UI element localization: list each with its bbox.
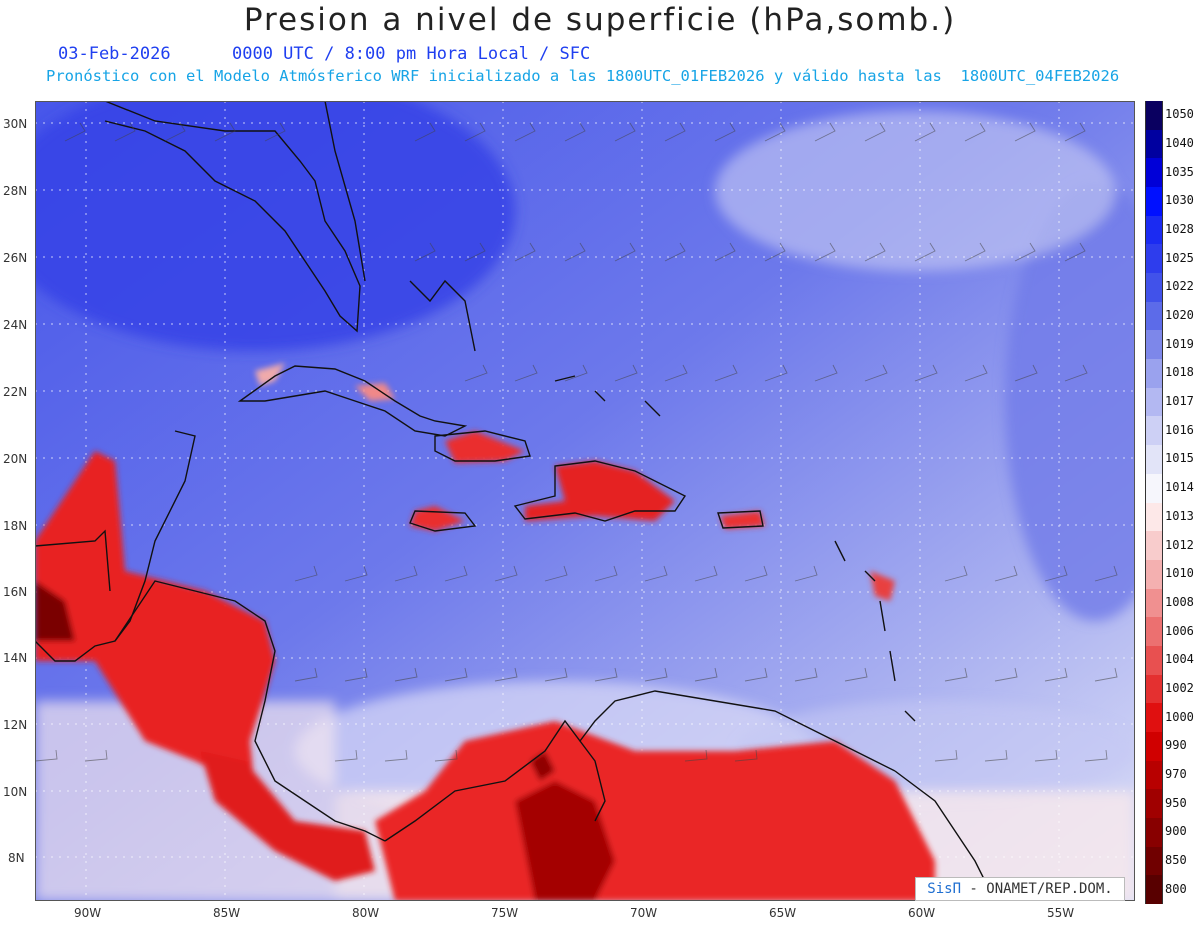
colorbar-swatch: [1145, 645, 1163, 676]
lat-label: 16N: [3, 585, 27, 599]
colorbar-swatch: [1145, 129, 1163, 159]
colorbar-label: 800: [1165, 881, 1187, 896]
colorbar-label: 850: [1165, 852, 1187, 867]
low-pressure-areas: [35, 363, 935, 901]
colorbar-label: 1006: [1165, 623, 1194, 638]
pressure-colorbar: 1050 1040 1035 1030 1028 1025 1022 1020 1019 1018…: [1145, 101, 1197, 905]
colorbar-swatch: [1145, 760, 1163, 790]
colorbar-label: 1002: [1165, 680, 1194, 695]
colorbar-label: 1020: [1165, 308, 1194, 323]
lon-label: 60W: [908, 906, 935, 920]
watermark-brand: SisΠ: [927, 881, 961, 897]
colorbar-swatch: [1145, 101, 1163, 131]
colorbar-label: 1004: [1165, 652, 1194, 667]
colorbar-label: 1008: [1165, 594, 1194, 609]
coastlines: [35, 101, 996, 901]
colorbar-label: 1013: [1165, 508, 1194, 523]
colorbar-swatch: [1145, 387, 1163, 417]
lat-label: 8N: [8, 851, 25, 865]
latitude-labels: 30N 28N 26N 24N 22N 20N 18N 16N 14N 12N …: [3, 117, 27, 865]
colorbar-label: 1019: [1165, 336, 1194, 351]
lon-label: 90W: [74, 906, 101, 920]
colorbar-label: 1018: [1165, 365, 1194, 380]
colorbar-label: 1050: [1165, 107, 1194, 122]
colorbar-label: 1016: [1165, 422, 1194, 437]
colorbar-label: 1035: [1165, 164, 1194, 179]
model-run-line: Pronóstico con el Modelo Atmósferico WRF…: [46, 67, 1120, 85]
colorbar-swatch: [1145, 330, 1163, 360]
colorbar-swatch: [1145, 445, 1163, 475]
colorbar-swatch: [1145, 703, 1163, 733]
lon-label: 55W: [1047, 906, 1074, 920]
lon-label: 75W: [491, 906, 518, 920]
colorbar-swatch: [1145, 301, 1163, 331]
lat-label: 22N: [3, 385, 27, 399]
map-title: Presion a nivel de superficie (hPa,somb.…: [243, 2, 957, 38]
colorbar-label: 1014: [1165, 480, 1194, 495]
colorbar-swatch: [1145, 158, 1163, 188]
colorbar-swatch: [1145, 187, 1163, 217]
map-frame: [35, 101, 1135, 901]
colorbar-swatch: [1145, 416, 1163, 446]
colorbar-label: 1030: [1165, 193, 1194, 208]
colorbar-label: 970: [1165, 766, 1187, 781]
colorbar-label: 1000: [1165, 709, 1194, 724]
lat-label: 20N: [3, 452, 27, 466]
lon-label: 65W: [769, 906, 796, 920]
colorbar-swatch: [1145, 215, 1163, 245]
colorbar-swatch: [1145, 617, 1163, 647]
lat-label: 14N: [3, 651, 27, 665]
lat-label: 30N: [3, 117, 27, 131]
lat-label: 26N: [3, 251, 27, 265]
longitude-labels: 90W 85W 80W 75W 70W 65W 60W 55W: [74, 906, 1074, 920]
wind-barbs: [35, 122, 1118, 762]
lon-label: 85W: [213, 906, 240, 920]
watermark-org: - ONAMET/REP.DOM.: [961, 881, 1113, 897]
colorbar-swatch: [1145, 244, 1163, 274]
colorbar-swatch: [1145, 846, 1163, 876]
colorbar-label: 1017: [1165, 394, 1194, 409]
colorbar-swatch: [1145, 473, 1163, 503]
colorbar-swatch: [1145, 502, 1163, 532]
pressure-map: [35, 101, 1135, 901]
colorbar-swatch: [1145, 817, 1163, 848]
colorbar-label: 900: [1165, 824, 1187, 839]
forecast-time-line: 03-Feb-2026 0000 UTC / 8:00 pm Hora Loca…: [58, 44, 591, 64]
colorbar-label: 1022: [1165, 279, 1194, 294]
colorbar-swatch: [1145, 531, 1163, 561]
watermark: SisΠ - ONAMET/REP.DOM.: [915, 877, 1125, 901]
lat-label: 28N: [3, 184, 27, 198]
colorbar-swatch: [1145, 731, 1163, 762]
colorbar-swatch: [1145, 674, 1163, 704]
colorbar-label: 1012: [1165, 537, 1194, 552]
colorbar-label: 1040: [1165, 136, 1194, 151]
lon-label: 70W: [630, 906, 657, 920]
colorbar-label: 1010: [1165, 566, 1194, 581]
colorbar-swatch: [1145, 875, 1163, 905]
lat-label: 12N: [3, 718, 27, 732]
colorbar-swatch: [1145, 588, 1163, 618]
colorbar-label: 1028: [1165, 222, 1194, 237]
colorbar-label: 1025: [1165, 250, 1194, 265]
lat-label: 24N: [3, 318, 27, 332]
colorbar-label: 990: [1165, 738, 1187, 753]
lat-label: 10N: [3, 785, 27, 799]
lat-label: 18N: [3, 519, 27, 533]
colorbar-swatch: [1145, 359, 1163, 389]
colorbar-swatch: [1145, 789, 1163, 819]
colorbar-label: 1015: [1165, 451, 1194, 466]
colorbar-swatch: [1145, 559, 1163, 590]
colorbar-label: 950: [1165, 795, 1187, 810]
lon-label: 80W: [352, 906, 379, 920]
colorbar-swatch: [1145, 273, 1163, 303]
